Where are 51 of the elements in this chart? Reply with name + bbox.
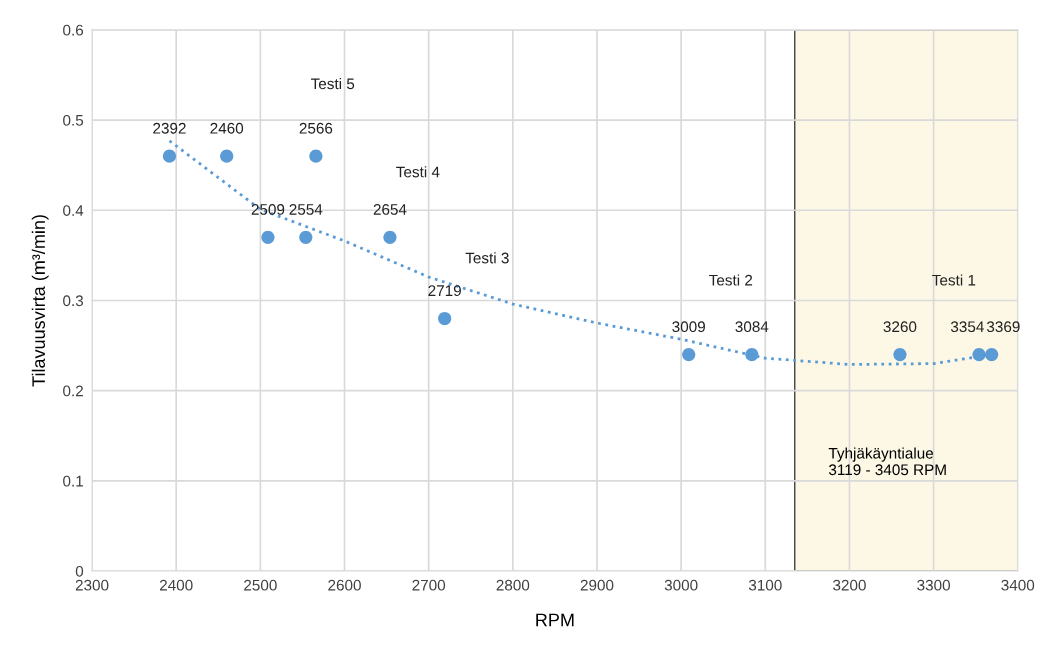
y-tick-label: 0.6 [63,24,84,36]
x-tick-label: 3200 [833,579,866,591]
point [383,230,397,244]
y-tick-label: 0 [75,565,84,577]
x-tick-label: 3400 [1001,579,1035,591]
y-axis-title: Tilavuusvirta (m³/min) [31,215,49,387]
point [220,149,234,163]
x-axis-title: RPM [536,613,574,627]
annotation: 3369 [986,321,1020,333]
annotation: Testi 2 [709,274,753,286]
point [682,347,696,362]
annotation: Testi 4 [396,166,440,178]
point [972,347,986,362]
y-tick-label: 0.5 [63,114,84,126]
y-tick-label: 0.4 [63,205,84,216]
y-tick-label: 0.2 [63,385,83,397]
annotation: 2392 [153,122,186,134]
annotation: 2654 [373,204,407,215]
x-tick-label: 2900 [580,579,614,591]
annotation: 3354 [950,321,984,333]
x-tick-label: 3000 [664,579,698,591]
x-tick-label: 2600 [328,579,361,591]
annotation: 3084 [735,321,769,333]
annotation: 3260 [883,321,917,333]
x-tick-label: 3100 [748,579,782,591]
band-label: Tyhjäkäyntialue 3119 - 3405 RPM [828,447,946,476]
x-tick-label: 2800 [496,579,530,591]
annotation: 2554 [289,204,323,215]
point [745,347,759,362]
point [893,347,907,362]
point [309,149,323,163]
x-tick-label: 2700 [412,579,446,591]
point [299,230,313,244]
annotation: 2460 [210,122,244,134]
y-tick-label: 0.1 [63,475,83,487]
point [261,230,275,244]
annotation: Testi 3 [465,252,509,264]
annotation: 2719 [428,285,461,297]
annotation: Testi 5 [311,77,355,90]
point [438,311,452,326]
annotation: 2509 [251,204,285,215]
point [985,347,999,362]
x-tick-label: 2500 [244,579,277,591]
point [162,149,177,163]
annotation: 3009 [672,321,705,333]
x-tick-label: 2300 [75,579,109,591]
annotation: 2566 [299,122,333,134]
x-tick-label: 3300 [917,579,950,591]
annotation: Testi 1 [932,274,976,286]
x-tick-label: 2400 [159,579,193,591]
y-tick-label: 0.3 [63,295,84,307]
